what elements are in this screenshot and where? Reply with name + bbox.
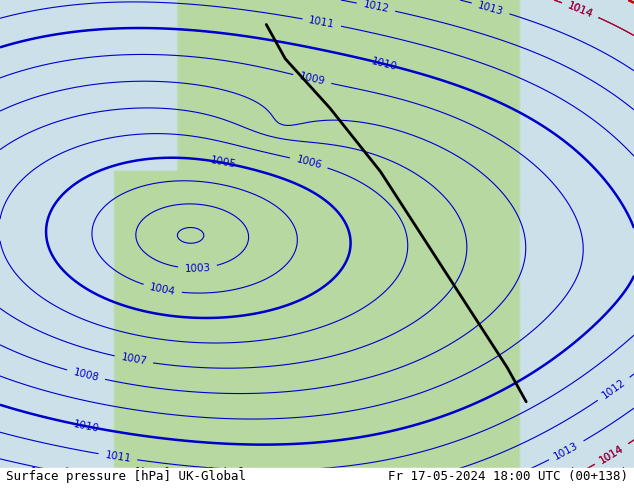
Text: 1008: 1008 bbox=[72, 367, 100, 383]
Text: 1011: 1011 bbox=[308, 15, 335, 30]
Text: 1012: 1012 bbox=[600, 377, 628, 401]
Text: Fr 17-05-2024 18:00 UTC (00+138): Fr 17-05-2024 18:00 UTC (00+138) bbox=[387, 469, 628, 483]
Text: 1013: 1013 bbox=[552, 440, 580, 461]
Text: 1012: 1012 bbox=[362, 0, 390, 15]
Text: Fr 17-05-2024 18:00 UTC (00+138): Fr 17-05-2024 18:00 UTC (00+138) bbox=[387, 467, 628, 480]
Text: 1014: 1014 bbox=[598, 443, 626, 466]
Text: 1003: 1003 bbox=[184, 263, 211, 273]
Text: 1011: 1011 bbox=[104, 450, 132, 464]
Text: 1006: 1006 bbox=[295, 154, 323, 171]
Text: 1007: 1007 bbox=[120, 352, 148, 367]
Text: 1009: 1009 bbox=[299, 71, 326, 87]
Text: 1014: 1014 bbox=[598, 443, 626, 466]
Text: 1005: 1005 bbox=[209, 155, 237, 170]
Text: 1012: 1012 bbox=[63, 467, 90, 482]
Text: 1014: 1014 bbox=[566, 0, 595, 20]
Text: 1010: 1010 bbox=[370, 56, 398, 72]
Text: 1014: 1014 bbox=[566, 0, 595, 20]
Text: Surface pressure [hPa] UK-Global: Surface pressure [hPa] UK-Global bbox=[6, 469, 247, 483]
Text: 1013: 1013 bbox=[477, 0, 505, 17]
Text: Surface pressure [hPa] UK-Global: Surface pressure [hPa] UK-Global bbox=[6, 467, 247, 480]
Text: 1004: 1004 bbox=[148, 282, 176, 297]
Text: 1010: 1010 bbox=[72, 419, 100, 434]
